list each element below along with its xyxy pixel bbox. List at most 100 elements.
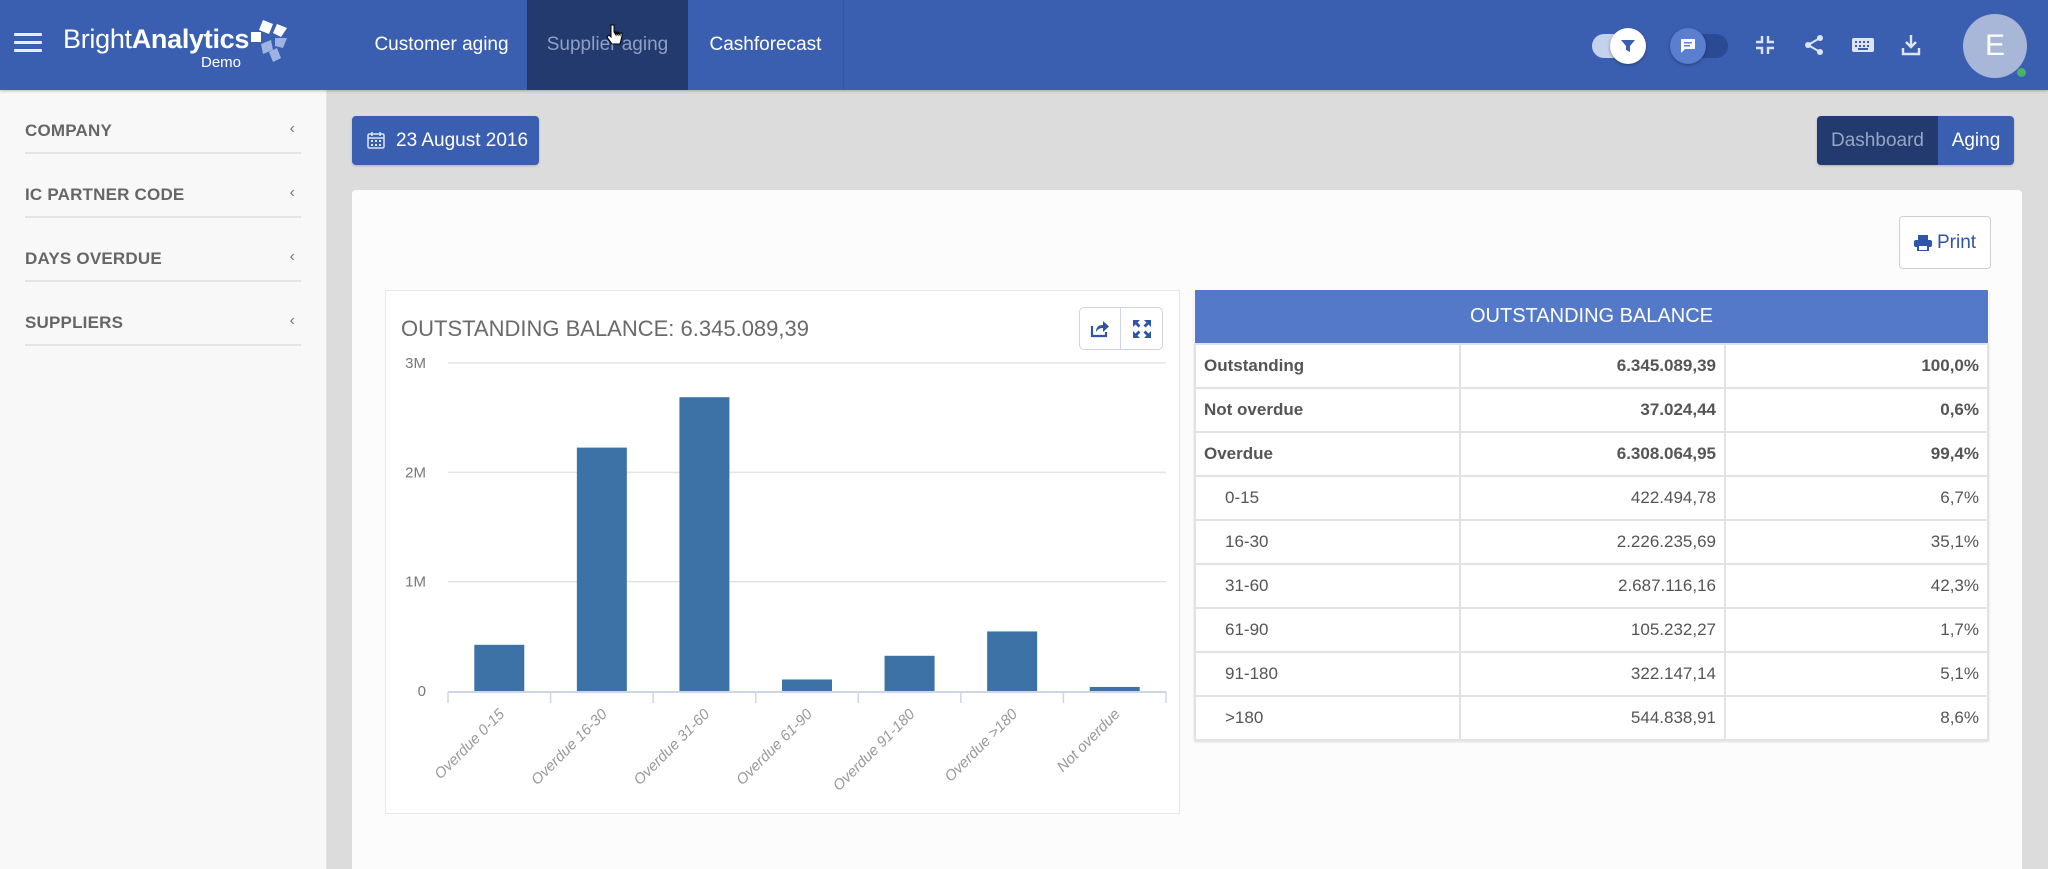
logo-subtitle: Demo: [201, 54, 242, 71]
row-amount: 6.345.089,39: [1459, 343, 1726, 389]
bar[interactable]: [782, 679, 832, 691]
row-percentage: 100,0%: [1724, 343, 1989, 389]
row-amount: 544.838,91: [1459, 695, 1726, 741]
tab-cashforecast[interactable]: Cashforecast: [688, 0, 844, 90]
x-tick-label: Overdue >180: [941, 705, 1021, 785]
sidebar-item-days-overdue[interactable]: DAYS OVERDUE ‹: [25, 218, 301, 282]
x-tick-label: Overdue 16-30: [528, 705, 611, 788]
row-label: >180: [1194, 695, 1461, 741]
sidebar-item-label: SUPPLIERS: [25, 313, 124, 332]
filter-sidebar: COMPANY ‹ IC PARTNER CODE ‹ DAYS OVERDUE…: [0, 90, 327, 869]
row-label: 31-60: [1194, 563, 1461, 609]
row-amount: 422.494,78: [1459, 475, 1726, 521]
y-tick-label: 2M: [405, 464, 426, 481]
logo[interactable]: BrightAnalytics Demo: [63, 20, 303, 74]
row-amount: 2.226.235,69: [1459, 519, 1726, 565]
bar[interactable]: [884, 655, 935, 691]
y-tick-label: 1M: [405, 574, 426, 591]
x-tick-label: Overdue 61-90: [733, 705, 816, 788]
date-picker-button[interactable]: 23 August 2016: [352, 116, 539, 165]
share-icon[interactable]: [1801, 32, 1827, 58]
x-tick-label: Overdue 0-15: [431, 705, 508, 782]
sidebar-item-label: DAYS OVERDUE: [25, 249, 162, 268]
aging-view-button[interactable]: Aging: [1938, 116, 2014, 165]
row-percentage: 35,1%: [1724, 519, 1989, 565]
sidebar-item-ic-partner-code[interactable]: IC PARTNER CODE ‹: [25, 154, 301, 218]
row-percentage: 6,7%: [1724, 475, 1989, 521]
y-tick-label: 0: [418, 683, 426, 700]
x-tick-label: Not overdue: [1054, 706, 1124, 776]
row-amount: 105.232,27: [1459, 607, 1726, 653]
tab-customer-aging[interactable]: Customer aging: [374, 34, 509, 55]
chevron-left-icon: ‹: [289, 312, 295, 329]
chart-tools: [1079, 307, 1163, 350]
table-row: 16-30 2.226.235,69 35,1%: [1194, 519, 1989, 565]
date-label: 23 August 2016: [396, 130, 529, 151]
table-row: 91-180 322.147,14 5,1%: [1194, 651, 1989, 697]
printer-icon: [1914, 235, 1932, 251]
export-icon[interactable]: [1080, 308, 1122, 349]
row-label: 61-90: [1194, 607, 1461, 653]
chevron-left-icon: ‹: [289, 184, 295, 201]
bar[interactable]: [474, 644, 525, 691]
table-row: 0-15 422.494,78 6,7%: [1194, 475, 1989, 521]
mouse-pointer-icon: [606, 24, 623, 45]
table-row: >180 544.838,91 8,6%: [1194, 695, 1989, 741]
table-row: Outstanding 6.345.089,39 100,0%: [1194, 343, 1989, 389]
x-tick-label: Overdue 91-180: [830, 705, 919, 794]
user-avatar[interactable]: E: [1963, 14, 2027, 78]
keyboard-icon[interactable]: [1850, 32, 1876, 58]
table-header: OUTSTANDING BALANCE: [1195, 290, 1988, 344]
sidebar-item-label: IC PARTNER CODE: [25, 185, 185, 204]
row-label: 0-15: [1194, 475, 1461, 521]
tab-supplier-aging[interactable]: Supplier aging: [527, 0, 688, 90]
row-label: Outstanding: [1194, 343, 1461, 389]
row-percentage: 5,1%: [1724, 651, 1989, 697]
print-button[interactable]: Print: [1899, 216, 1991, 269]
row-percentage: 0,6%: [1724, 387, 1989, 433]
bar[interactable]: [576, 447, 627, 691]
filter-icon: [1610, 28, 1646, 64]
logo-text: BrightAnalytics: [63, 24, 250, 54]
collapse-icon[interactable]: [1752, 32, 1778, 58]
sidebar-item-suppliers[interactable]: SUPPLIERS ‹: [25, 282, 301, 346]
table-row: 31-60 2.687.116,16 42,3%: [1194, 563, 1989, 609]
x-tick-label: Overdue 31-60: [630, 705, 713, 788]
row-label: Overdue: [1194, 431, 1461, 477]
row-amount: 322.147,14: [1459, 651, 1726, 697]
view-switch: Dashboard Aging: [1817, 116, 2014, 165]
bar[interactable]: [679, 397, 730, 691]
row-amount: 6.308.064,95: [1459, 431, 1726, 477]
row-amount: 2.687.116,16: [1459, 563, 1726, 609]
table-row: Overdue 6.308.064,95 99,4%: [1194, 431, 1989, 477]
sidebar-item-label: COMPANY: [25, 121, 113, 140]
top-navbar: BrightAnalytics Demo Customer aging Supp…: [0, 0, 2048, 90]
hamburger-menu-icon[interactable]: [14, 33, 42, 55]
y-tick-label: 3M: [405, 355, 426, 372]
chevron-left-icon: ‹: [289, 120, 295, 137]
print-label: Print: [1937, 232, 1977, 253]
online-status-dot: [2017, 68, 2026, 77]
row-percentage: 42,3%: [1724, 563, 1989, 609]
table-row: Not overdue 37.024,44 0,6%: [1194, 387, 1989, 433]
comment-icon: [1670, 28, 1706, 64]
filter-toggle[interactable]: [1592, 28, 1646, 64]
row-label: 16-30: [1194, 519, 1461, 565]
row-label: 91-180: [1194, 651, 1461, 697]
comment-toggle[interactable]: [1670, 28, 1728, 64]
sidebar-item-company[interactable]: COMPANY ‹: [25, 90, 301, 154]
fullscreen-icon[interactable]: [1121, 308, 1162, 349]
logo-star-icon: [251, 20, 287, 62]
dashboard-view-button[interactable]: Dashboard: [1817, 116, 1938, 165]
row-percentage: 1,7%: [1724, 607, 1989, 653]
table-row: 61-90 105.232,27 1,7%: [1194, 607, 1989, 653]
bar[interactable]: [1089, 686, 1140, 691]
bar[interactable]: [987, 631, 1038, 691]
row-percentage: 8,6%: [1724, 695, 1989, 741]
download-icon[interactable]: [1898, 32, 1924, 58]
outstanding-balance-table: OUTSTANDING BALANCE Outstanding 6.345.089…: [1194, 290, 1989, 741]
calendar-icon: [367, 132, 385, 149]
row-percentage: 99,4%: [1724, 431, 1989, 477]
chart-title: OUTSTANDING BALANCE: 6.345.089,39: [401, 316, 809, 341]
